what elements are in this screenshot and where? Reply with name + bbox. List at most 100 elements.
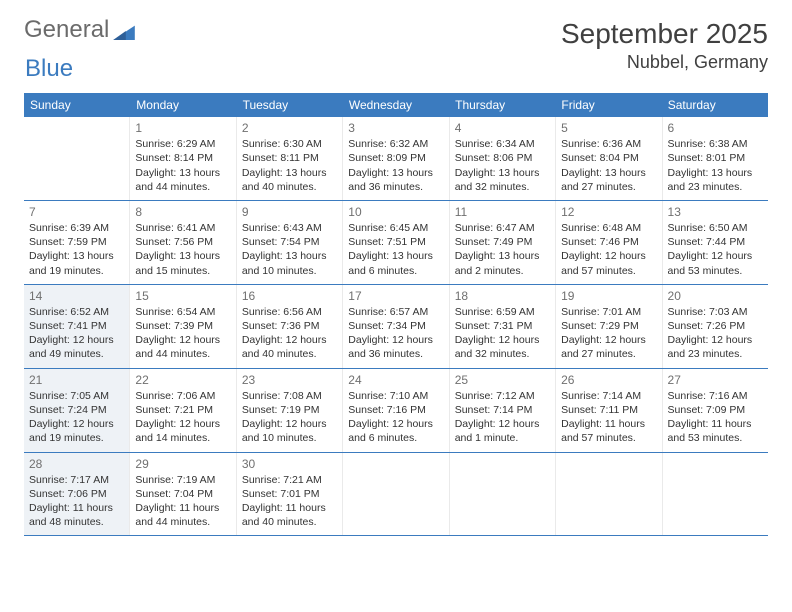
day-cell: 20Sunrise: 7:03 AMSunset: 7:26 PMDayligh… — [663, 285, 768, 368]
day-cell: 7Sunrise: 6:39 AMSunset: 7:59 PMDaylight… — [24, 201, 130, 284]
daylight-text: Daylight: 13 hours and 36 minutes. — [348, 166, 443, 194]
sunset-text: Sunset: 7:41 PM — [29, 319, 124, 333]
day-cell: 19Sunrise: 7:01 AMSunset: 7:29 PMDayligh… — [556, 285, 662, 368]
sunset-text: Sunset: 7:01 PM — [242, 487, 337, 501]
sunset-text: Sunset: 7:46 PM — [561, 235, 656, 249]
sunrise-text: Sunrise: 6:52 AM — [29, 305, 124, 319]
sunrise-text: Sunrise: 7:19 AM — [135, 473, 230, 487]
daylight-text: Daylight: 11 hours and 53 minutes. — [668, 417, 763, 445]
daylight-text: Daylight: 12 hours and 40 minutes. — [242, 333, 337, 361]
daylight-text: Daylight: 13 hours and 44 minutes. — [135, 166, 230, 194]
daylight-text: Daylight: 13 hours and 32 minutes. — [455, 166, 550, 194]
sunset-text: Sunset: 8:04 PM — [561, 151, 656, 165]
brand-logo: General — [24, 18, 135, 42]
sunrise-text: Sunrise: 7:05 AM — [29, 389, 124, 403]
day-cell: 2Sunrise: 6:30 AMSunset: 8:11 PMDaylight… — [237, 117, 343, 200]
date-number: 9 — [242, 204, 337, 220]
daylight-text: Daylight: 12 hours and 6 minutes. — [348, 417, 443, 445]
day-cell: 30Sunrise: 7:21 AMSunset: 7:01 PMDayligh… — [237, 453, 343, 536]
daylight-text: Daylight: 11 hours and 40 minutes. — [242, 501, 337, 529]
sunset-text: Sunset: 8:11 PM — [242, 151, 337, 165]
daylight-text: Daylight: 11 hours and 57 minutes. — [561, 417, 656, 445]
date-number: 21 — [29, 372, 124, 388]
dayname-thursday: Thursday — [449, 93, 555, 117]
daylight-text: Daylight: 13 hours and 40 minutes. — [242, 166, 337, 194]
date-number: 6 — [668, 120, 763, 136]
daylight-text: Daylight: 13 hours and 27 minutes. — [561, 166, 656, 194]
sunset-text: Sunset: 7:29 PM — [561, 319, 656, 333]
calendar: Sunday Monday Tuesday Wednesday Thursday… — [24, 93, 768, 536]
day-cell: 17Sunrise: 6:57 AMSunset: 7:34 PMDayligh… — [343, 285, 449, 368]
date-number: 22 — [135, 372, 230, 388]
date-number: 20 — [668, 288, 763, 304]
sunset-text: Sunset: 8:01 PM — [668, 151, 763, 165]
sunset-text: Sunset: 7:19 PM — [242, 403, 337, 417]
daylight-text: Daylight: 12 hours and 27 minutes. — [561, 333, 656, 361]
date-number: 1 — [135, 120, 230, 136]
sunrise-text: Sunrise: 7:08 AM — [242, 389, 337, 403]
daylight-text: Daylight: 12 hours and 1 minute. — [455, 417, 550, 445]
date-number: 25 — [455, 372, 550, 388]
sunset-text: Sunset: 7:51 PM — [348, 235, 443, 249]
date-number: 12 — [561, 204, 656, 220]
sunrise-text: Sunrise: 6:50 AM — [668, 221, 763, 235]
day-cell: 8Sunrise: 6:41 AMSunset: 7:56 PMDaylight… — [130, 201, 236, 284]
day-cell: 4Sunrise: 6:34 AMSunset: 8:06 PMDaylight… — [450, 117, 556, 200]
date-number: 14 — [29, 288, 124, 304]
empty-cell — [556, 453, 662, 536]
sunrise-text: Sunrise: 6:57 AM — [348, 305, 443, 319]
sunrise-text: Sunrise: 7:16 AM — [668, 389, 763, 403]
dayname-sunday: Sunday — [24, 93, 130, 117]
sunset-text: Sunset: 7:39 PM — [135, 319, 230, 333]
date-number: 19 — [561, 288, 656, 304]
daylight-text: Daylight: 12 hours and 49 minutes. — [29, 333, 124, 361]
sunset-text: Sunset: 7:59 PM — [29, 235, 124, 249]
daylight-text: Daylight: 13 hours and 19 minutes. — [29, 249, 124, 277]
daylight-text: Daylight: 11 hours and 44 minutes. — [135, 501, 230, 529]
day-cell: 10Sunrise: 6:45 AMSunset: 7:51 PMDayligh… — [343, 201, 449, 284]
day-cell: 24Sunrise: 7:10 AMSunset: 7:16 PMDayligh… — [343, 369, 449, 452]
date-number: 27 — [668, 372, 763, 388]
date-number: 7 — [29, 204, 124, 220]
triangle-icon — [113, 21, 135, 39]
daylight-text: Daylight: 12 hours and 44 minutes. — [135, 333, 230, 361]
sunrise-text: Sunrise: 7:21 AM — [242, 473, 337, 487]
week-row: 7Sunrise: 6:39 AMSunset: 7:59 PMDaylight… — [24, 201, 768, 285]
date-number: 15 — [135, 288, 230, 304]
day-cell: 6Sunrise: 6:38 AMSunset: 8:01 PMDaylight… — [663, 117, 768, 200]
sunrise-text: Sunrise: 7:17 AM — [29, 473, 124, 487]
sunrise-text: Sunrise: 7:06 AM — [135, 389, 230, 403]
day-cell: 12Sunrise: 6:48 AMSunset: 7:46 PMDayligh… — [556, 201, 662, 284]
sunset-text: Sunset: 7:04 PM — [135, 487, 230, 501]
sunrise-text: Sunrise: 6:48 AM — [561, 221, 656, 235]
date-number: 5 — [561, 120, 656, 136]
daylight-text: Daylight: 12 hours and 57 minutes. — [561, 249, 656, 277]
sunrise-text: Sunrise: 6:38 AM — [668, 137, 763, 151]
day-cell: 18Sunrise: 6:59 AMSunset: 7:31 PMDayligh… — [450, 285, 556, 368]
day-cell: 11Sunrise: 6:47 AMSunset: 7:49 PMDayligh… — [450, 201, 556, 284]
month-title: September 2025 — [561, 18, 768, 50]
sunrise-text: Sunrise: 7:10 AM — [348, 389, 443, 403]
sunrise-text: Sunrise: 6:54 AM — [135, 305, 230, 319]
day-cell: 5Sunrise: 6:36 AMSunset: 8:04 PMDaylight… — [556, 117, 662, 200]
sunrise-text: Sunrise: 6:59 AM — [455, 305, 550, 319]
sunrise-text: Sunrise: 7:12 AM — [455, 389, 550, 403]
week-row: 1Sunrise: 6:29 AMSunset: 8:14 PMDaylight… — [24, 117, 768, 201]
day-cell: 3Sunrise: 6:32 AMSunset: 8:09 PMDaylight… — [343, 117, 449, 200]
day-cell: 15Sunrise: 6:54 AMSunset: 7:39 PMDayligh… — [130, 285, 236, 368]
sunrise-text: Sunrise: 7:03 AM — [668, 305, 763, 319]
sunset-text: Sunset: 7:26 PM — [668, 319, 763, 333]
date-number: 10 — [348, 204, 443, 220]
daylight-text: Daylight: 12 hours and 23 minutes. — [668, 333, 763, 361]
sunset-text: Sunset: 7:11 PM — [561, 403, 656, 417]
daylight-text: Daylight: 13 hours and 10 minutes. — [242, 249, 337, 277]
location: Nubbel, Germany — [561, 52, 768, 73]
sunrise-text: Sunrise: 6:47 AM — [455, 221, 550, 235]
day-cell: 26Sunrise: 7:14 AMSunset: 7:11 PMDayligh… — [556, 369, 662, 452]
date-number: 16 — [242, 288, 337, 304]
day-cell: 27Sunrise: 7:16 AMSunset: 7:09 PMDayligh… — [663, 369, 768, 452]
sunrise-text: Sunrise: 6:39 AM — [29, 221, 124, 235]
sunrise-text: Sunrise: 6:36 AM — [561, 137, 656, 151]
week-row: 21Sunrise: 7:05 AMSunset: 7:24 PMDayligh… — [24, 369, 768, 453]
sunset-text: Sunset: 8:09 PM — [348, 151, 443, 165]
